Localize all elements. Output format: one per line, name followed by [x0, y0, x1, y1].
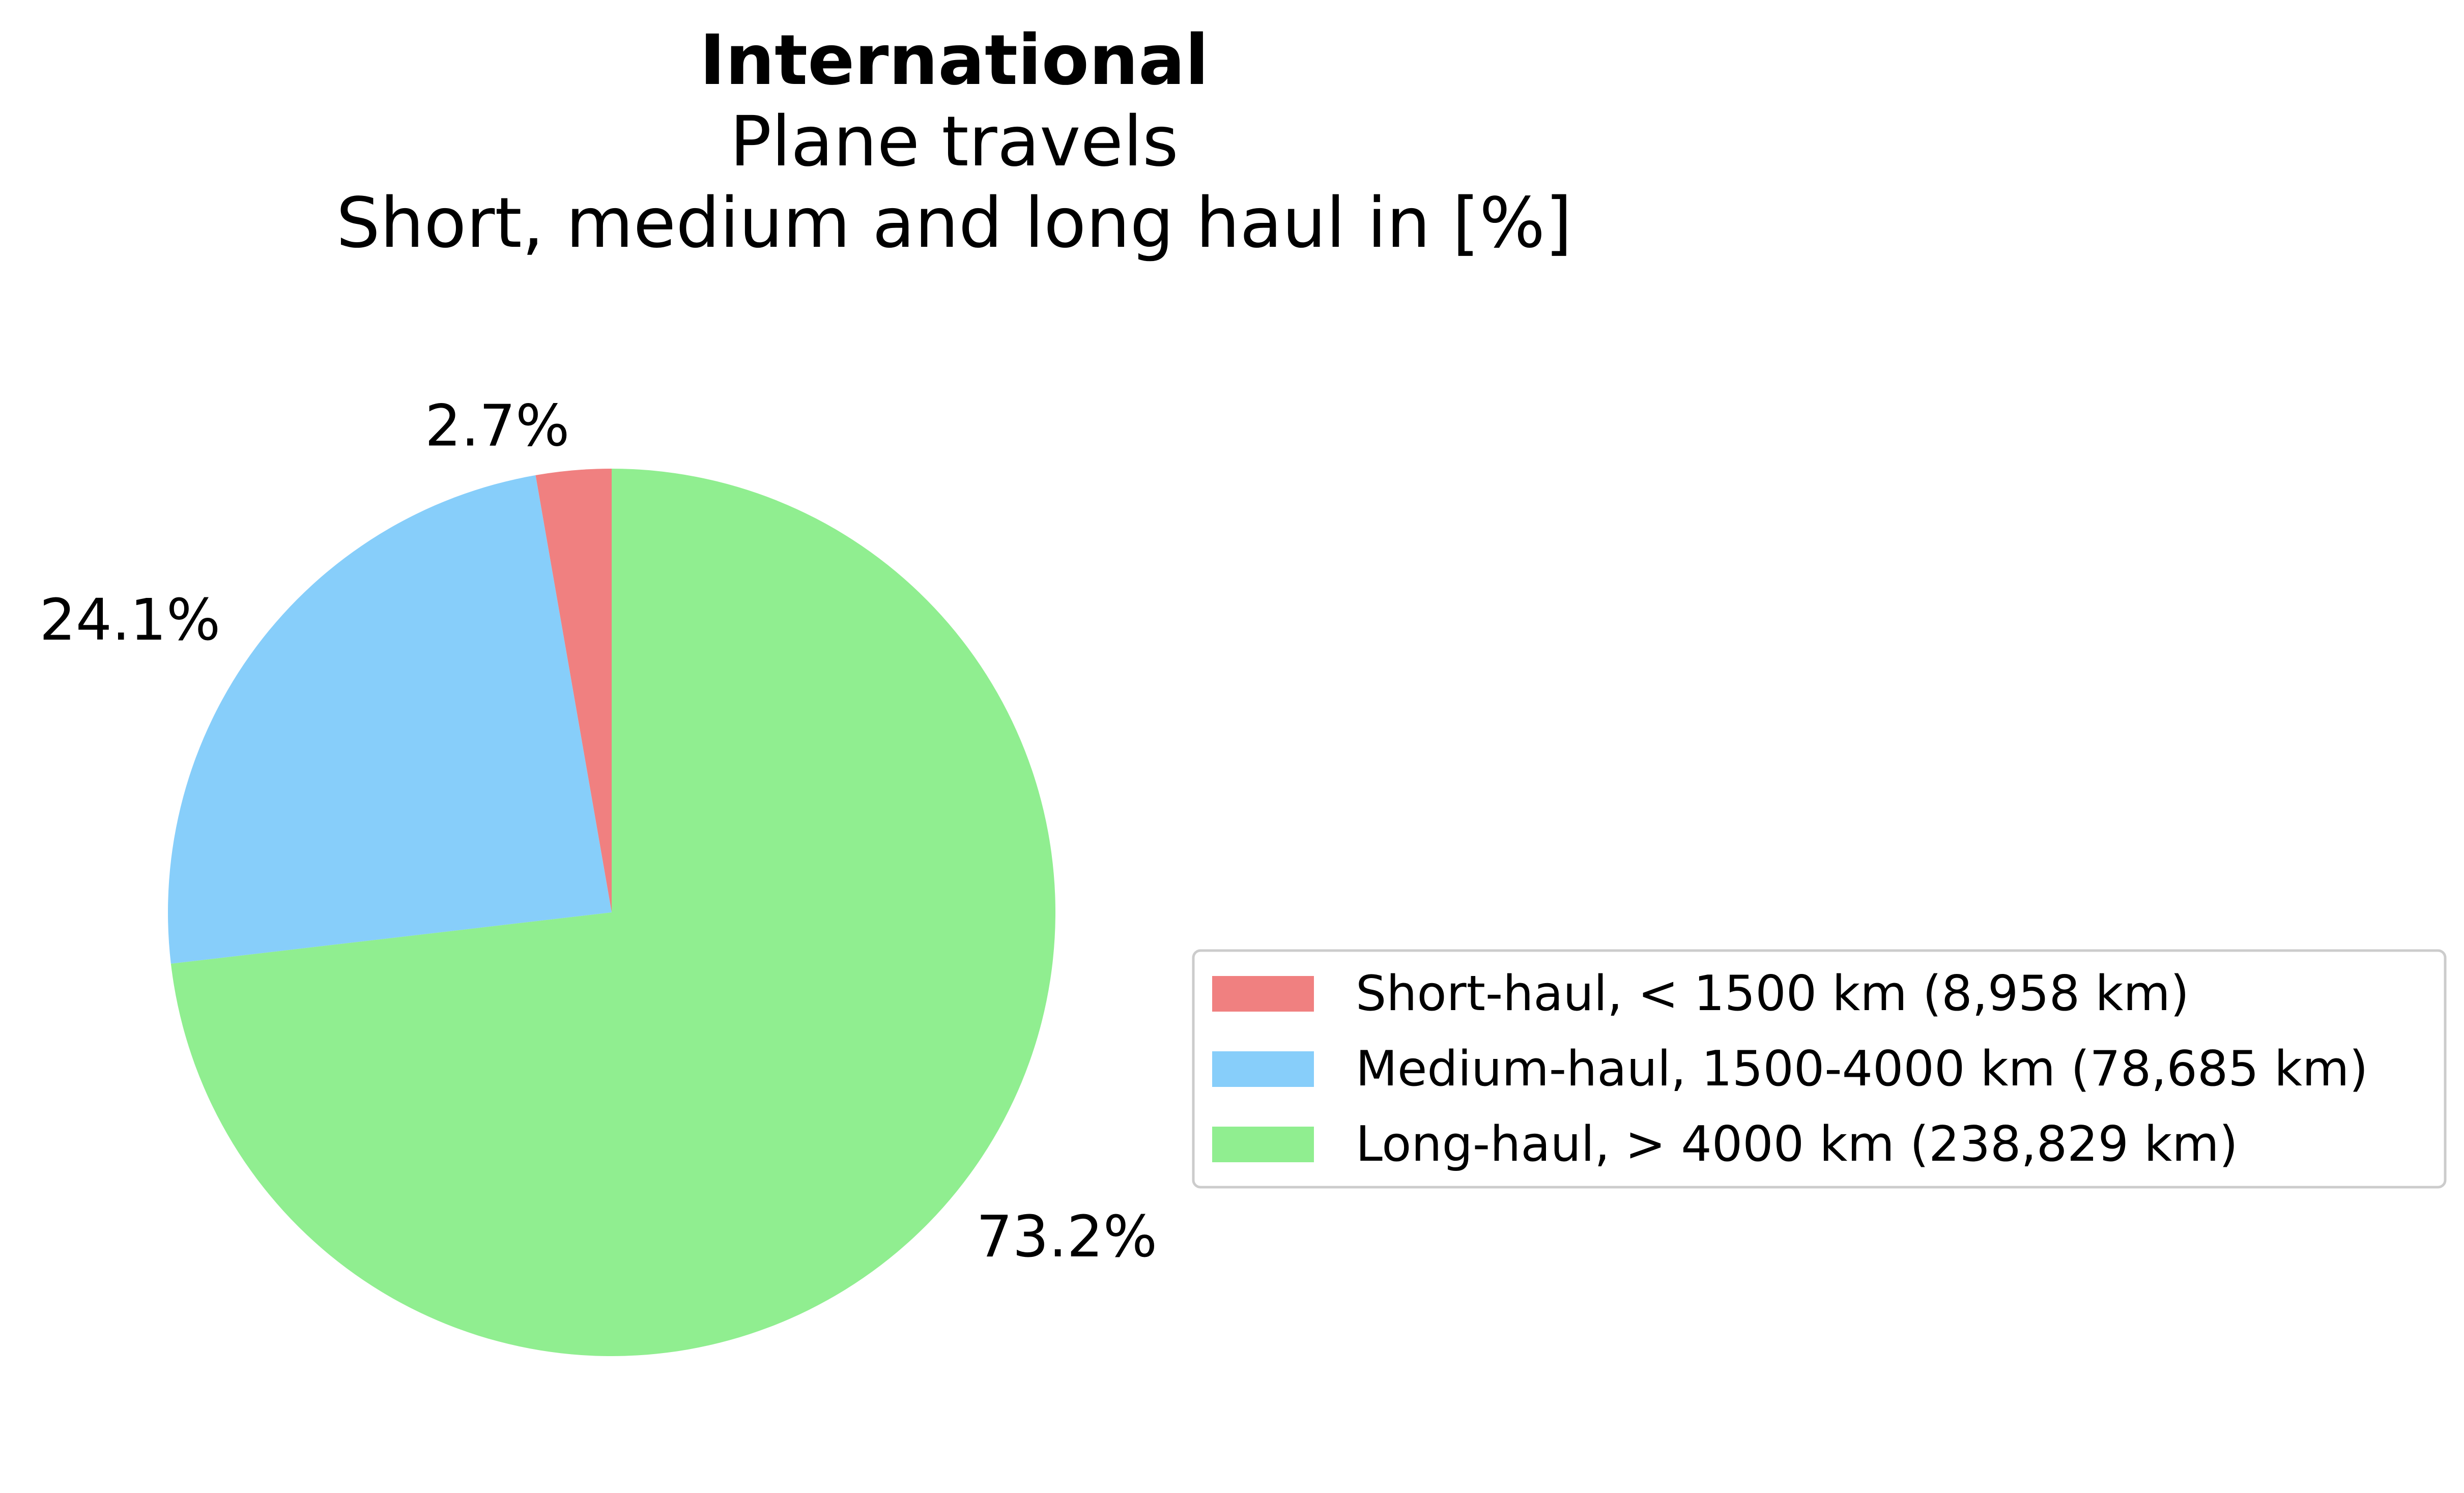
percent-labels: 2.7% 24.1% 73.2%	[40, 393, 1158, 1270]
percent-label-1: 24.1%	[40, 587, 221, 653]
chart-subtitle-line-1: Plane travels	[730, 102, 1179, 182]
legend-swatch-1	[1212, 1051, 1314, 1087]
pie-slices	[167, 469, 1055, 1356]
legend: Short-haul, < 1500 km (8,958 km) Medium-h…	[1192, 949, 2447, 1189]
chart-title: International Plane travels Short, mediu…	[336, 20, 1572, 264]
percent-label-0: 2.7%	[425, 393, 570, 459]
pie-slice-1	[167, 475, 612, 964]
legend-frame	[1192, 949, 2447, 1189]
legend-label-1: Medium-haul, 1500-4000 km (78,685 km)	[1356, 1041, 2368, 1097]
chart-subtitle-line-2: Short, medium and long haul in [%]	[336, 183, 1572, 264]
percent-label-2: 73.2%	[976, 1204, 1157, 1270]
legend-label-2: Long-haul, > 4000 km (238,829 km)	[1356, 1116, 2238, 1172]
pie-slice-0	[535, 469, 612, 912]
chart-title-main: International	[700, 20, 1209, 101]
pie-slice-2	[170, 469, 1055, 1356]
legend-entries: Short-haul, < 1500 km (8,958 km) Medium-h…	[1212, 966, 2368, 1172]
legend-swatch-0	[1212, 976, 1314, 1012]
legend-swatch-2	[1212, 1127, 1314, 1162]
legend-label-0: Short-haul, < 1500 km (8,958 km)	[1356, 966, 2189, 1022]
